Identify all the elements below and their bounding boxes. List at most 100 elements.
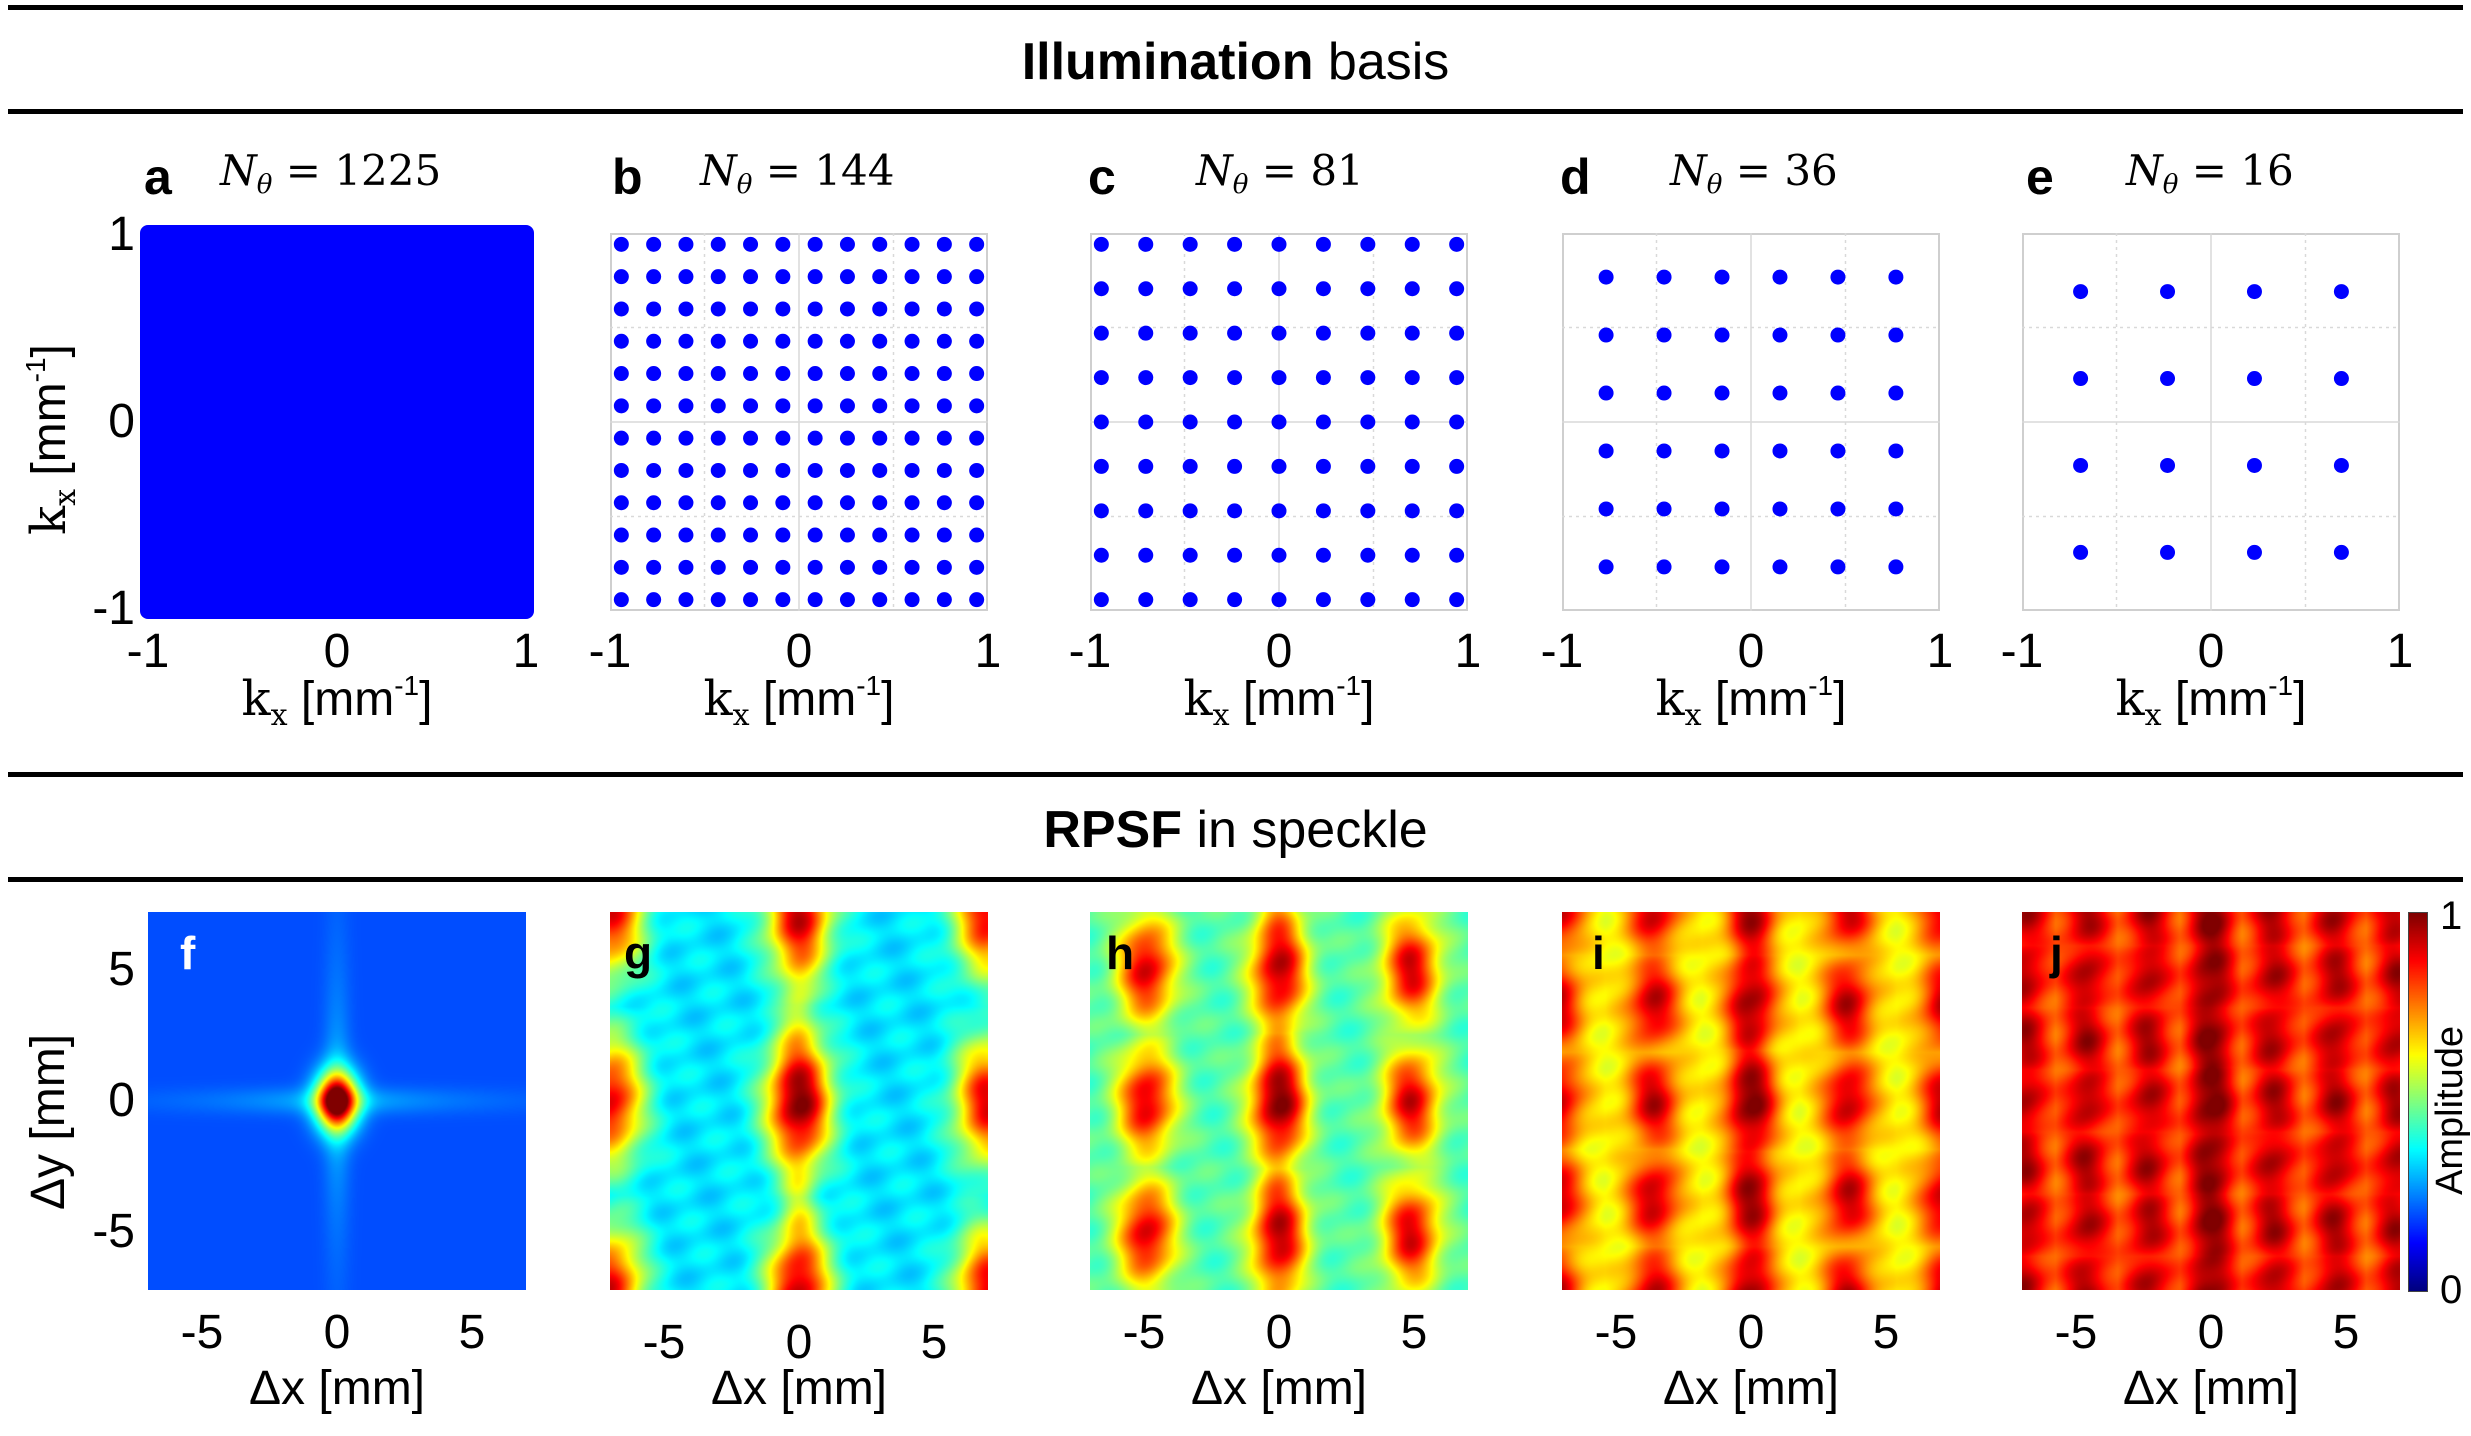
scatter-point (743, 462, 759, 478)
scatter-point (1404, 592, 1420, 608)
panel-letter-j: j (2050, 927, 2063, 979)
xtick-h-right: 5 (1400, 1306, 1428, 1359)
ytick-f-bot: -5 (92, 1205, 135, 1258)
scatter-point (1404, 503, 1420, 519)
scatter-point (1271, 414, 1287, 430)
scatter-point (775, 592, 791, 608)
scatter-point (678, 527, 694, 543)
scatter-point (1227, 458, 1243, 474)
xtick-i-mid: 0 (1737, 1306, 1765, 1359)
scatter-point (646, 236, 662, 252)
xtick-h-mid: 0 (1265, 1306, 1293, 1359)
scatter-point (1271, 236, 1287, 252)
scatter-point (1772, 443, 1788, 459)
scatter-point (1772, 327, 1788, 343)
scatter-point (807, 333, 823, 349)
scatter-point (936, 269, 952, 285)
scatter-point (678, 398, 694, 414)
scatter-point (969, 333, 985, 349)
scatter-point (646, 366, 662, 382)
scatter-point (904, 527, 920, 543)
panel-letter-d: d (1560, 149, 1591, 205)
xtick-d-mid: 0 (1737, 625, 1765, 678)
ntheta-label-c: Nθ = 81 (1196, 146, 1364, 201)
illumination-basis-title: Illumination basis (1021, 33, 1450, 91)
scatter-point (839, 333, 855, 349)
middle-rule (8, 772, 2463, 777)
rpsf-map-i (1562, 912, 1940, 1290)
scatter-point (1888, 501, 1904, 517)
scatter-point (1404, 547, 1420, 563)
ytick-a-top: 1 (108, 208, 135, 261)
scatter-point (839, 559, 855, 575)
scatter-point (936, 301, 952, 317)
scatter-point (904, 430, 920, 446)
scatter-point (743, 333, 759, 349)
scatter-point (839, 366, 855, 382)
ytick-f-top: 5 (108, 943, 135, 996)
xtick-a-left: -1 (126, 625, 170, 678)
scatter-point (1888, 559, 1904, 575)
scatter-point (1227, 325, 1243, 341)
scatter-point (936, 462, 952, 478)
scatter-point (678, 366, 694, 382)
scatter-point (1830, 269, 1846, 285)
scatter-point (1315, 458, 1331, 474)
scatter-point (1449, 236, 1465, 252)
scatter-point (1656, 327, 1672, 343)
scatter-point (904, 301, 920, 317)
scatter-point (1830, 501, 1846, 517)
xtick-g-left: -5 (642, 1316, 686, 1369)
scatter-point (1182, 414, 1198, 430)
scatter-point (904, 398, 920, 414)
scatter-point (1182, 236, 1198, 252)
scatter-point (1656, 559, 1672, 575)
xtick-j-mid: 0 (2197, 1306, 2225, 1359)
ntheta-label-b: Nθ = 144 (700, 146, 895, 201)
scatter-point (646, 398, 662, 414)
scatter-point (1772, 501, 1788, 517)
scatter-point (1315, 325, 1331, 341)
scatter-point (646, 430, 662, 446)
scatter-point (2246, 457, 2262, 473)
scatter-point (1093, 370, 1109, 386)
scatter-point (743, 236, 759, 252)
xlabel-c: kx [mm-1] (1183, 670, 1375, 733)
ylabel-f: Δy [mm] (22, 1033, 75, 1210)
scatter-point (2160, 371, 2176, 387)
xtick-d-left: -1 (1540, 625, 1584, 678)
scatter-point (1598, 385, 1614, 401)
scatter-point (1598, 327, 1614, 343)
scatter-point (1271, 325, 1287, 341)
scatter-point (2333, 284, 2349, 300)
scatter-point (1888, 327, 1904, 343)
scatter-point (1315, 370, 1331, 386)
panel-letter-f: f (180, 927, 196, 979)
scatter-point (1271, 458, 1287, 474)
scatter-point (1772, 385, 1788, 401)
scatter-point (710, 366, 726, 382)
scatter-point (678, 462, 694, 478)
xtick-f-left: -5 (180, 1306, 224, 1359)
scatter-point (839, 430, 855, 446)
scatter-point (710, 462, 726, 478)
scatter-point (1449, 370, 1465, 386)
scatter-point (969, 398, 985, 414)
scatter-point (1360, 503, 1376, 519)
scatter-point (839, 592, 855, 608)
scatter-point (1404, 414, 1420, 430)
scatter-point (904, 462, 920, 478)
scatter-point (1227, 370, 1243, 386)
scatter-point (1315, 592, 1331, 608)
xtick-e-right: 1 (2386, 625, 2414, 678)
scatter-point (839, 495, 855, 511)
scatter-point (1227, 592, 1243, 608)
scatter-point (969, 495, 985, 511)
scatter-point (1598, 269, 1614, 285)
top-rule (8, 5, 2463, 10)
scatter-point (2246, 544, 2262, 560)
scatter-point (807, 527, 823, 543)
scatter-point (1138, 458, 1154, 474)
scatter-point (872, 462, 888, 478)
scatter-point (872, 559, 888, 575)
